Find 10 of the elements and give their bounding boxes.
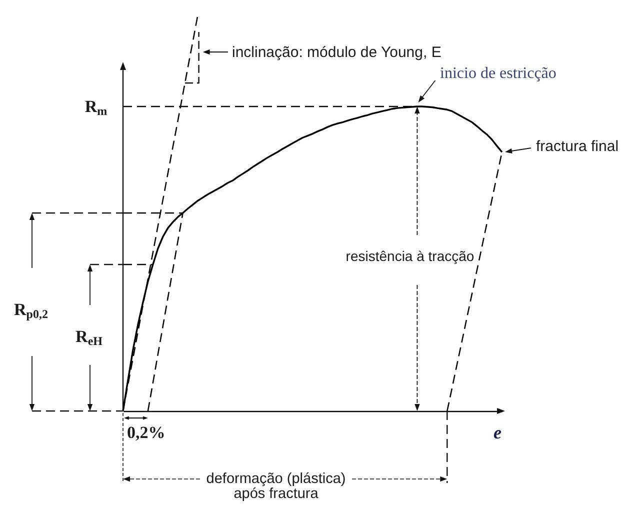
text: deformação (plástica) após fractura [206, 471, 346, 502]
annotation: resistência à tracção [346, 248, 474, 264]
text: R$_{m}$ [84, 97, 108, 118]
annotation: inclinação: módulo de Young, E [232, 44, 442, 61]
x-axis-title: e [494, 422, 502, 442]
text: 0,2% [127, 423, 166, 442]
text: R$_{eH}$ [76, 327, 104, 348]
text: fractura final [536, 138, 619, 155]
annotation: inicio de estricção [440, 65, 556, 82]
text: R$_{p0,2}$ [14, 300, 48, 321]
